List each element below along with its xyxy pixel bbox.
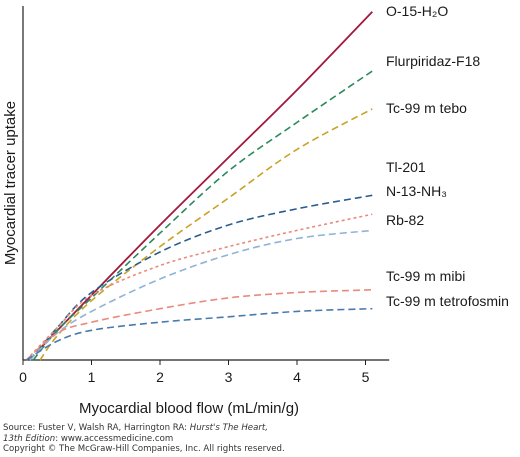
x-tick-label: 4 [293,369,301,385]
source-book-title: Hurst's The Heart, [189,423,268,433]
x-axis-title: Myocardial blood flow (mL/min/g) [79,400,299,417]
chart-series [25,11,373,361]
series-line [32,70,373,361]
source-citation: Source: Fuster V, Walsh RA, Harrington R… [3,423,518,455]
series-label: O-15-H₂O [386,3,448,19]
y-axis-title: Myocardial tracer uptake [2,101,19,265]
source-line-3: Copyright © The McGraw-Hill Companies, I… [3,444,285,455]
series-labels: O-15-H₂O Flurpiridaz-F18 Tc-99 m tebo Tl-20… [386,3,509,309]
series-line [29,229,373,361]
x-tick-label: 5 [362,369,370,385]
series-label: Tc-99 m tebo [386,100,467,116]
series-label: Rb-82 [386,212,424,228]
series-line [25,289,373,361]
series-line [25,213,373,361]
x-tick-label: 0 [19,369,27,385]
source-website: : www.accessmedicine.com [55,433,174,444]
series-line [29,194,373,361]
x-tick-label: 2 [156,369,164,385]
series-line [25,307,373,361]
series-label: Tc-99 m tetrofosmin [386,293,509,309]
series-line [39,108,373,361]
x-tick-label: 1 [88,369,96,385]
series-label: N-13-NH₃ [386,183,447,199]
tracer-uptake-chart: 0 1 2 3 4 5 O-15-H₂O Flurpiridaz-F18 Tc-99 m te… [2,3,509,417]
source-line-2: 13th Edition: www.accessmedicine.com [3,434,518,445]
series-label: Tl-201 [386,159,426,175]
source-prefix: Source: Fuster V, Walsh RA, Harrington R… [3,423,190,433]
source-line-1: Source: Fuster V, Walsh RA, Harrington R… [3,423,518,434]
chart-axes: 0 1 2 3 4 5 [19,6,390,385]
series-label: Flurpiridaz-F18 [386,53,480,69]
source-edition: 13th Edition [3,433,56,444]
series-label: Tc-99 m mibi [386,268,465,284]
x-tick-label: 3 [225,369,233,385]
